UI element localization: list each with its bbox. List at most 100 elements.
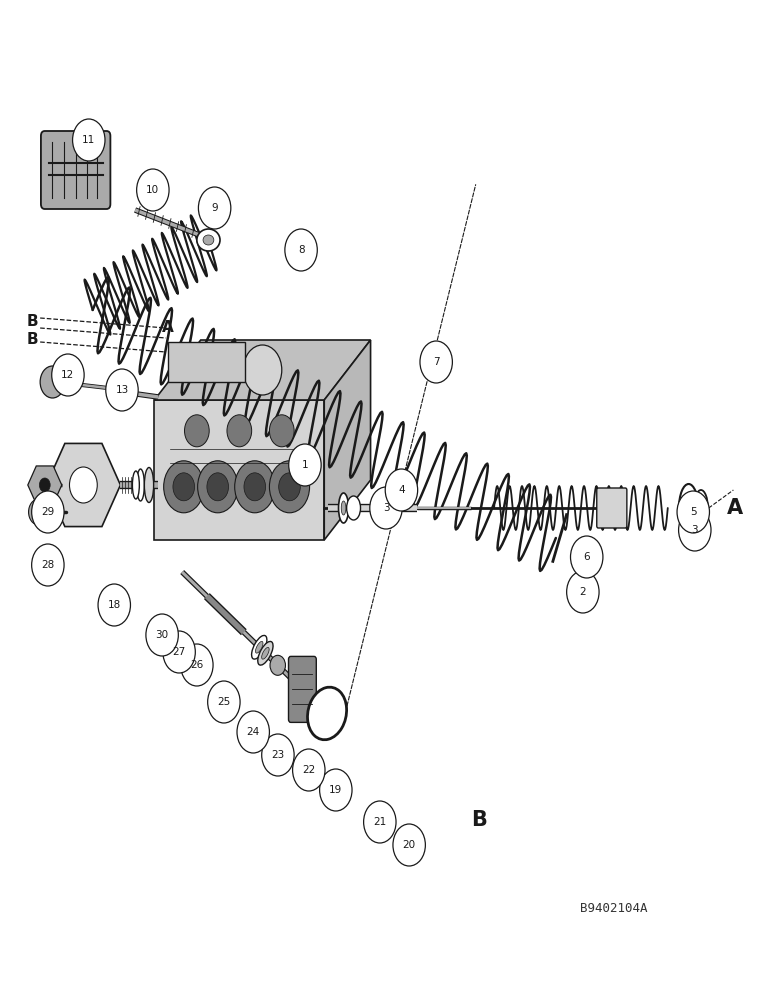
- Polygon shape: [154, 400, 324, 540]
- Text: 12: 12: [61, 370, 75, 380]
- Text: 1: 1: [302, 460, 308, 470]
- Circle shape: [285, 229, 317, 271]
- Ellipse shape: [262, 647, 269, 659]
- Circle shape: [137, 169, 169, 211]
- Circle shape: [98, 584, 130, 626]
- Circle shape: [243, 345, 282, 395]
- Circle shape: [293, 749, 325, 791]
- Text: B: B: [26, 314, 39, 330]
- Polygon shape: [168, 342, 245, 382]
- Circle shape: [420, 341, 452, 383]
- Text: 27: 27: [172, 647, 186, 657]
- Text: 23: 23: [271, 750, 285, 760]
- Circle shape: [207, 473, 229, 501]
- Circle shape: [32, 544, 64, 586]
- FancyBboxPatch shape: [41, 131, 110, 209]
- Circle shape: [146, 614, 178, 656]
- Ellipse shape: [144, 468, 154, 502]
- Text: 11: 11: [82, 135, 96, 145]
- Circle shape: [677, 491, 709, 533]
- Text: 3: 3: [383, 503, 389, 513]
- Ellipse shape: [314, 696, 340, 731]
- Polygon shape: [324, 340, 371, 540]
- Text: 21: 21: [373, 817, 387, 827]
- Text: 24: 24: [246, 727, 260, 737]
- Text: 13: 13: [115, 385, 129, 395]
- Circle shape: [567, 571, 599, 613]
- Ellipse shape: [698, 499, 704, 516]
- Circle shape: [73, 119, 105, 161]
- Circle shape: [39, 478, 50, 492]
- Circle shape: [32, 491, 64, 533]
- Circle shape: [40, 366, 65, 398]
- Circle shape: [289, 444, 321, 486]
- Circle shape: [270, 655, 286, 675]
- Text: B: B: [471, 810, 486, 830]
- Circle shape: [370, 487, 402, 529]
- Ellipse shape: [307, 687, 347, 740]
- FancyBboxPatch shape: [597, 488, 627, 528]
- Text: 8: 8: [298, 245, 304, 255]
- FancyBboxPatch shape: [289, 656, 317, 722]
- Circle shape: [173, 473, 195, 501]
- Circle shape: [52, 354, 84, 396]
- Circle shape: [185, 415, 209, 447]
- Ellipse shape: [339, 493, 349, 523]
- Text: 9: 9: [212, 203, 218, 213]
- Text: 20: 20: [402, 840, 416, 850]
- Circle shape: [164, 461, 204, 513]
- Circle shape: [679, 509, 711, 551]
- Ellipse shape: [679, 484, 698, 532]
- Ellipse shape: [137, 469, 144, 501]
- Text: 10: 10: [146, 185, 160, 195]
- Circle shape: [320, 769, 352, 811]
- Text: 18: 18: [107, 600, 121, 610]
- Ellipse shape: [133, 471, 139, 499]
- Circle shape: [279, 473, 300, 501]
- Ellipse shape: [347, 496, 361, 520]
- Circle shape: [393, 824, 425, 866]
- Ellipse shape: [341, 501, 346, 515]
- Text: 7: 7: [433, 357, 439, 367]
- Circle shape: [269, 415, 294, 447]
- Circle shape: [571, 536, 603, 578]
- Text: 6: 6: [584, 552, 590, 562]
- Text: 5: 5: [690, 507, 696, 517]
- Circle shape: [198, 461, 238, 513]
- Circle shape: [163, 631, 195, 673]
- Text: 22: 22: [302, 765, 316, 775]
- Text: 26: 26: [190, 660, 204, 670]
- Text: 19: 19: [329, 785, 343, 795]
- Text: 28: 28: [41, 560, 55, 570]
- Ellipse shape: [252, 635, 267, 659]
- Text: B9402104A: B9402104A: [580, 902, 648, 914]
- Circle shape: [385, 469, 418, 511]
- Ellipse shape: [197, 229, 220, 251]
- Text: 30: 30: [155, 630, 169, 640]
- Ellipse shape: [694, 490, 708, 526]
- Polygon shape: [154, 340, 371, 400]
- Circle shape: [208, 681, 240, 723]
- Text: A: A: [727, 498, 743, 518]
- Text: A: A: [162, 320, 174, 336]
- Text: 4: 4: [398, 485, 405, 495]
- Ellipse shape: [258, 641, 273, 665]
- Text: 29: 29: [41, 507, 55, 517]
- Circle shape: [235, 461, 275, 513]
- Circle shape: [364, 801, 396, 843]
- Circle shape: [244, 473, 266, 501]
- Text: 2: 2: [580, 587, 586, 597]
- Ellipse shape: [684, 495, 693, 520]
- Text: 25: 25: [217, 697, 231, 707]
- Circle shape: [227, 415, 252, 447]
- Circle shape: [181, 644, 213, 686]
- Circle shape: [269, 461, 310, 513]
- Ellipse shape: [256, 641, 263, 653]
- Circle shape: [106, 369, 138, 411]
- Circle shape: [29, 499, 49, 525]
- Circle shape: [69, 467, 97, 503]
- Text: 3: 3: [692, 525, 698, 535]
- Circle shape: [237, 711, 269, 753]
- Ellipse shape: [203, 235, 214, 245]
- Circle shape: [262, 734, 294, 776]
